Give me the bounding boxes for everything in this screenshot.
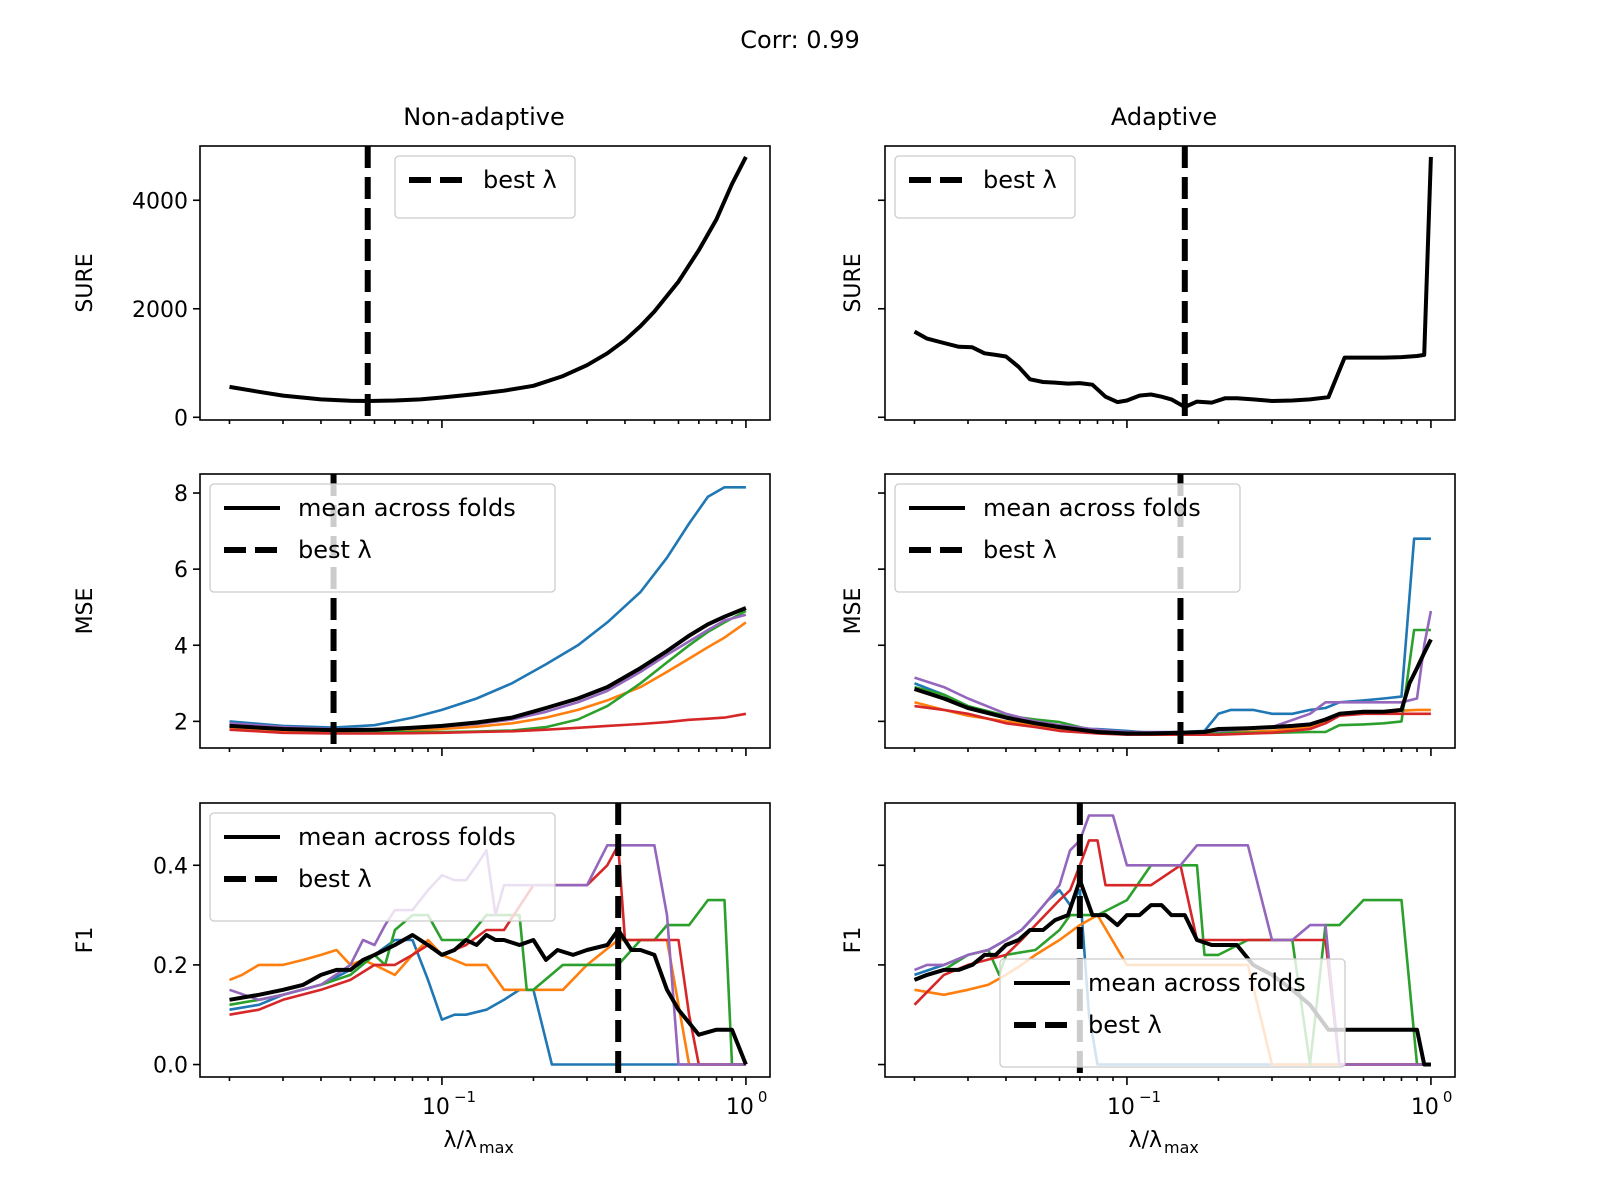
x-axis-label: λ/λ (1129, 1128, 1162, 1153)
series-line-mean (913, 156, 1433, 409)
x-axis-label-subscript: max (479, 1138, 514, 1157)
legend-frame (894, 483, 1241, 593)
legend-label-best: best λ (483, 166, 557, 194)
axes-frame (884, 802, 1456, 1078)
legend-frame (209, 483, 556, 593)
x-tick-label-exponent: 0 (758, 1088, 768, 1106)
x-tick-label-exponent: −1 (454, 1088, 476, 1106)
legend-label-best: best λ (983, 166, 1057, 194)
x-tick-label-exponent: −1 (1139, 1088, 1161, 1106)
legend-label-mean: mean across folds (298, 494, 516, 522)
y-tick-label: 2 (174, 710, 188, 735)
x-tick-label: 10 (1107, 1095, 1135, 1120)
y-axis-label: MSE (73, 588, 98, 635)
y-tick-label: 8 (174, 482, 188, 507)
y-tick-label: 4 (174, 634, 188, 659)
series-line-mean (229, 606, 747, 733)
x-tick-label: 10 (1411, 1095, 1439, 1120)
x-tick-label-exponent: 0 (1443, 1088, 1453, 1106)
series-line-fold5 (914, 814, 1431, 1066)
series-line-fold4 (229, 712, 747, 735)
column-title-nonadaptive: Non-adaptive (403, 103, 564, 131)
legend-frame (894, 155, 1076, 219)
legend-label-mean: mean across folds (983, 494, 1201, 522)
panel-0: 0 2000 4000 SURE best λ (73, 145, 771, 431)
legend-frame (999, 958, 1346, 1068)
axes-frame (199, 145, 771, 421)
series-line-fold4 (229, 844, 746, 1066)
panel-2: 2 4 6 8 MSE mean across folds best λ (73, 473, 771, 756)
y-tick-label: 2000 (132, 298, 188, 323)
y-tick-label: 0 (174, 406, 188, 431)
series-line-mean (913, 638, 1433, 736)
x-tick-label: 10 (726, 1095, 754, 1120)
axes-frame (884, 473, 1456, 749)
legend-label-mean: mean across folds (298, 823, 516, 851)
legend-label-best: best λ (1088, 1011, 1162, 1039)
x-axis-label: λ/λ (444, 1128, 477, 1153)
y-tick-label: 6 (174, 558, 188, 583)
series-line-mean (229, 928, 748, 1066)
legend: mean across folds best λ (894, 483, 1241, 593)
y-axis-label: SURE (841, 253, 866, 312)
y-axis-label: F1 (841, 927, 866, 954)
y-tick-label: 0.0 (153, 1054, 188, 1079)
axes-frame (199, 802, 771, 1078)
panel-3: MSE mean across folds best λ (841, 473, 1456, 756)
panels: 0 2000 4000 SURE best λ SURE best λ 2 4 6 8 MSE mean… (73, 145, 1456, 1157)
legend-label-best: best λ (983, 536, 1057, 564)
panel-1: SURE best λ (841, 145, 1456, 428)
y-tick-label: 0.4 (153, 854, 188, 879)
legend-label-mean: mean across folds (1088, 969, 1306, 997)
legend-label-best: best λ (298, 865, 372, 893)
legend-label-best: best λ (298, 536, 372, 564)
legend: best λ (394, 155, 576, 219)
legend: mean across folds best λ (209, 483, 556, 593)
column-title-adaptive: Adaptive (1111, 103, 1217, 131)
legend: mean across folds best λ (999, 958, 1346, 1068)
y-axis-label: SURE (73, 253, 98, 312)
x-tick-label: 10 (422, 1095, 450, 1120)
legend-frame (209, 812, 556, 922)
y-tick-label: 4000 (132, 189, 188, 214)
legend: best λ (894, 155, 1076, 219)
figure-suptitle: Corr: 0.99 (740, 26, 859, 54)
axes-frame (884, 145, 1456, 421)
legend: mean across folds best λ (209, 812, 556, 922)
series-line-fold1 (229, 938, 746, 1066)
axes-frame (199, 473, 771, 749)
series-line-fold1 (229, 486, 746, 729)
legend-frame (394, 155, 576, 219)
y-axis-label: MSE (841, 588, 866, 635)
y-tick-label: 0.2 (153, 954, 188, 979)
series-line-mean (229, 155, 748, 403)
y-axis-label: F1 (73, 927, 98, 954)
x-axis-label-subscript: max (1164, 1138, 1199, 1157)
